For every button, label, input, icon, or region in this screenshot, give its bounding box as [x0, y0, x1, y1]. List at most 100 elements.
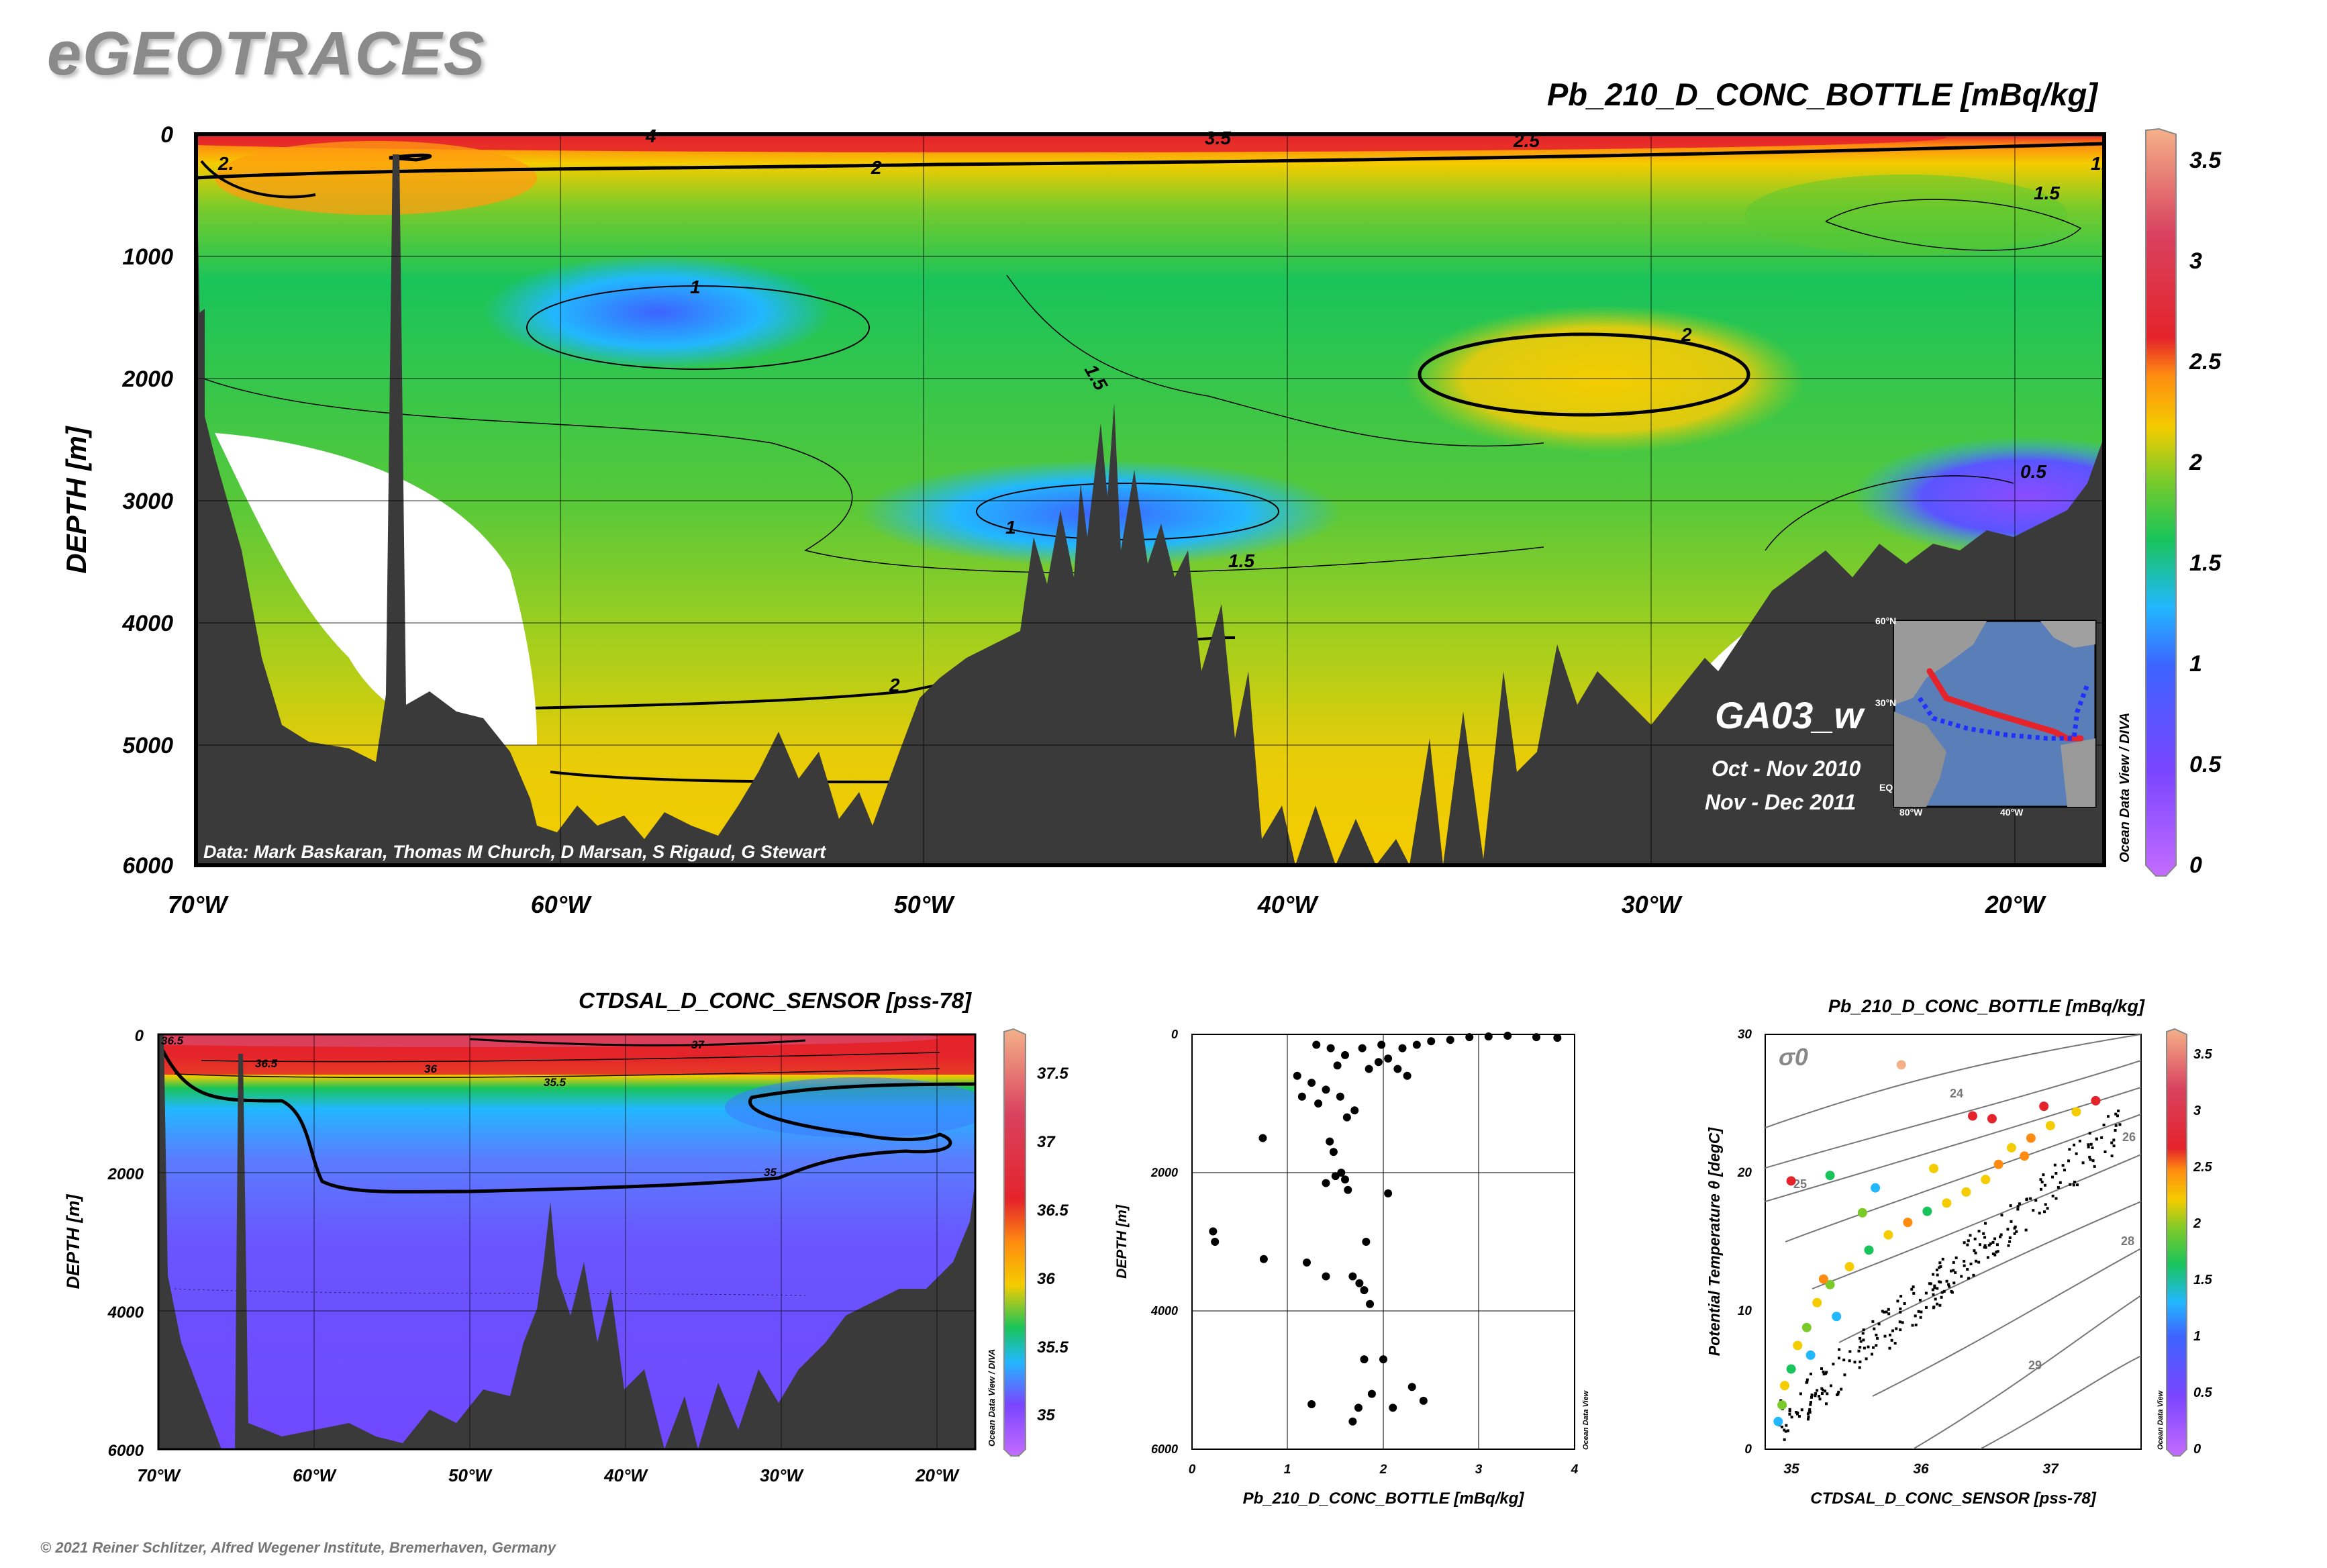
ts-background-dot	[2046, 1207, 2049, 1210]
ts-background-dot	[2102, 1123, 2106, 1126]
x-tick-label: 60°W	[531, 891, 592, 918]
ts-background-dot	[1809, 1403, 1812, 1406]
ts-background-dot	[1872, 1346, 1875, 1349]
x-tick-label: 1	[1284, 1463, 1291, 1477]
no-data-region-west	[215, 433, 537, 745]
profile-data-point	[1367, 1389, 1376, 1398]
y-tick-label: 2000	[121, 366, 173, 392]
ts-background-dot	[1840, 1387, 1843, 1391]
y-tick-label: 4000	[1150, 1304, 1178, 1318]
ts-background-dot	[2091, 1146, 2094, 1150]
profile-x-ticks: 0 1 2 3 4	[1189, 1463, 1579, 1477]
x-tick-label: 0	[1189, 1463, 1196, 1477]
ts-background-dot	[1870, 1353, 1873, 1356]
ts-background-dot	[1991, 1253, 1995, 1256]
ts-background-dot	[1974, 1251, 1977, 1255]
colorbar-tick: 36.5	[1037, 1202, 1069, 1220]
ts-background-dot	[1899, 1310, 1902, 1314]
ts-background-dot	[2095, 1137, 2098, 1140]
ts-background-dot	[2087, 1143, 2090, 1146]
y-tick-label: 20	[1737, 1166, 1752, 1180]
ts-background-dot	[1862, 1328, 1865, 1332]
ts-background-dot	[1932, 1273, 1935, 1276]
ts-background-dot	[1936, 1302, 1939, 1306]
sigma-symbol: σ0	[1779, 1043, 1808, 1071]
ts-background-dot	[1933, 1286, 1936, 1289]
ts-background-dot	[1933, 1284, 1936, 1287]
profile-data-point	[1258, 1134, 1267, 1142]
ts-background-dot	[1843, 1373, 1846, 1377]
ts-background-dot	[2103, 1150, 2107, 1153]
ts-background-dot	[2013, 1232, 2016, 1235]
ts-background-dot	[1788, 1408, 1791, 1411]
profile-y-ticks: 0 2000 4000 6000	[1150, 1028, 1178, 1456]
ts-colored-point	[2020, 1151, 2030, 1161]
ts-colored-point	[2045, 1120, 2055, 1130]
colorbar-tick: 36	[1037, 1270, 1055, 1288]
y-tick-label: 0	[160, 122, 173, 148]
ts-background-dot	[1993, 1237, 1997, 1240]
ts-background-dot	[2042, 1173, 2045, 1177]
ts-colored-point	[1942, 1198, 1952, 1208]
ts-background-dot	[1903, 1302, 1906, 1306]
isopycnal-label: 25	[1793, 1177, 1807, 1191]
cruise-date-2: Nov - Dec 2011	[1705, 790, 1856, 814]
colorbar-tick: 3.5	[2189, 148, 2222, 173]
inset-lat-label: EQ	[1879, 782, 1893, 793]
ts-background-dot	[2008, 1236, 2012, 1240]
ts-background-dot	[2091, 1159, 2095, 1163]
ts-background-dot	[2054, 1171, 2058, 1175]
profile-data-point	[1341, 1050, 1349, 1059]
colorbar-tick: 3.5	[2193, 1047, 2213, 1062]
profile-data-point	[1348, 1417, 1357, 1426]
ts-background-dot	[1867, 1345, 1870, 1349]
ts-background-dot	[2087, 1145, 2090, 1148]
ts-background-dot	[1966, 1268, 1969, 1271]
ts-background-dot	[1967, 1277, 1971, 1280]
y-tick-label: 5000	[122, 733, 173, 758]
ts-background-dot	[1810, 1393, 1814, 1397]
ts-background-dot	[1837, 1357, 1840, 1360]
profile-data-point	[1333, 1061, 1342, 1070]
ts-background-dot	[2110, 1141, 2114, 1144]
contour-label: 1	[1005, 517, 1016, 538]
ts-colored-point	[1844, 1262, 1854, 1272]
x-tick-label: 50°W	[448, 1465, 493, 1485]
ts-background-dot	[1875, 1344, 1878, 1347]
ts-background-dot	[2038, 1212, 2041, 1215]
ts-background-dot	[1830, 1384, 1833, 1387]
ts-background-dot	[1941, 1257, 1944, 1261]
x-tick-label: 70°W	[168, 891, 229, 918]
ts-background-dot	[1991, 1240, 1995, 1244]
ts-colored-point	[1801, 1322, 1812, 1332]
ts-colored-point	[1786, 1176, 1796, 1186]
profile-y-axis-label: DEPTH [m]	[1114, 1204, 1130, 1279]
profile-data-point	[1341, 1175, 1349, 1184]
ts-background-dot	[2043, 1210, 2046, 1214]
profile-data-point	[1312, 1040, 1321, 1049]
ts-background-dot	[2007, 1244, 2010, 1247]
colorbar-tick: 3	[2189, 248, 2202, 274]
ts-background-dot	[1785, 1424, 1788, 1427]
ts-background-dot	[2000, 1214, 2003, 1217]
ts-colored-point	[1993, 1159, 2003, 1169]
isopycnal-label: 28	[2121, 1234, 2134, 1248]
x-tick-label: 30°W	[1622, 891, 1683, 918]
profile-data-point	[1553, 1034, 1562, 1042]
ts-colored-point	[2026, 1133, 2036, 1143]
ts-background-dot	[2015, 1230, 2018, 1233]
ts-background-dot	[1984, 1222, 1987, 1225]
ts-colored-point	[1818, 1274, 1828, 1284]
surface-red-band	[196, 134, 1946, 152]
ts-colored-point	[1864, 1245, 1874, 1255]
ts-background-dot	[2018, 1202, 2021, 1206]
ts-background-dot	[1942, 1289, 1946, 1293]
colorbar-tick: 2.5	[2193, 1160, 2213, 1175]
ts-background-dot	[1987, 1244, 1991, 1247]
ts-background-dot	[1899, 1328, 1902, 1332]
ts-colorbar: 0 0.5 1 1.5 2 2.5 3 3.5	[2166, 1028, 2213, 1457]
ts-colored-point	[1777, 1400, 1787, 1410]
ts-background-dot	[1920, 1310, 1923, 1314]
ts-background-dot	[1883, 1334, 1887, 1338]
ts-background-dot	[1816, 1389, 1819, 1392]
